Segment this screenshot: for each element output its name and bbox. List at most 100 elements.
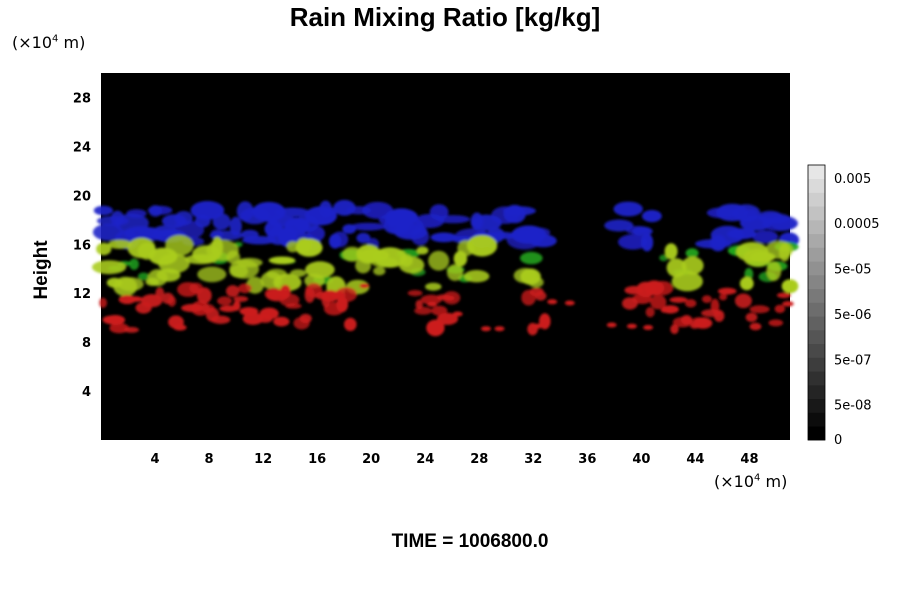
y-tick-label: 20 — [73, 189, 91, 204]
rain-blob-upper — [613, 201, 643, 217]
rain-blob-upper — [356, 232, 371, 244]
rain-blob-upper — [147, 205, 173, 215]
rain-blob-mid — [158, 253, 190, 274]
rain-blob-mid — [739, 276, 754, 291]
rain-blob-lower — [481, 326, 491, 332]
rain-blob-upper — [93, 205, 113, 216]
colorbar-segment — [808, 192, 825, 207]
y-unit-label: (×104 m) — [12, 33, 86, 52]
rain-blob-lower — [693, 317, 713, 329]
rain-blob-lower — [749, 305, 770, 314]
rain-blob-green — [520, 251, 543, 265]
rain-blob-upper — [307, 225, 325, 242]
rain-blob-mid — [305, 261, 335, 279]
rain-blob-lower — [431, 305, 448, 316]
colorbar-tick-label: 0.0005 — [834, 217, 880, 232]
rain-blob-lower — [650, 294, 667, 310]
rain-blob-lower — [420, 294, 442, 305]
rain-blob-lower — [745, 312, 758, 322]
rain-blob-green — [137, 272, 150, 281]
rain-blob-mid — [226, 250, 241, 264]
rain-blob-mid — [664, 243, 678, 260]
rain-blob-lower — [660, 307, 671, 313]
rain-blob-lower — [444, 295, 455, 301]
rain-blob-mid — [463, 270, 490, 283]
rain-blob-lower — [155, 287, 165, 299]
rain-blob-mid — [416, 246, 429, 255]
rain-blob-lower — [626, 323, 637, 329]
rain-blob-lower — [670, 324, 679, 335]
rain-blob-upper — [529, 234, 557, 248]
y-tick-label: 8 — [82, 336, 91, 351]
rain-blob-lower — [299, 313, 312, 324]
rain-blob-lower — [776, 292, 791, 299]
y-axis-ticks: 4 8 12 16 20 24 28 — [73, 91, 91, 400]
rain-blob-lower — [651, 281, 674, 296]
rain-blob-upper — [752, 230, 779, 244]
rain-blob-lower — [127, 296, 143, 302]
rain-blob-mid — [528, 276, 544, 288]
rain-blob-lower — [713, 309, 725, 322]
x-tick-label: 40 — [632, 452, 650, 467]
y-tick-label: 4 — [82, 385, 91, 400]
x-axis-ticks: 4 8 12 16 20 24 28 32 36 40 44 48 — [151, 452, 759, 467]
rain-blob-lower — [436, 312, 459, 325]
rain-blob-mid — [399, 256, 425, 274]
x-tick-label: 44 — [686, 452, 704, 467]
rain-blob-upper — [503, 206, 536, 216]
colorbar-segment — [808, 412, 825, 427]
rain-blob-lower — [645, 307, 655, 318]
colorbar-segment — [808, 206, 825, 221]
rain-blob-lower — [494, 326, 505, 332]
rain-blob-upper — [331, 231, 349, 248]
x-tick-label: 16 — [308, 452, 326, 467]
rain-blob-lower — [426, 319, 445, 337]
rain-blob-mid — [197, 266, 227, 283]
rain-blob-lower — [407, 290, 423, 297]
rain-blob-upper — [212, 213, 231, 231]
rain-blob-lower — [669, 296, 688, 303]
rain-blob-lower — [782, 301, 794, 307]
colorbar-segment — [808, 357, 825, 372]
rain-blob-lower — [532, 323, 543, 329]
colorbar-segment — [808, 165, 825, 180]
rain-blob-upper — [275, 207, 310, 217]
rain-blob-upper — [642, 210, 662, 223]
rain-blob-upper — [350, 222, 387, 231]
rain-blob-upper — [618, 234, 648, 250]
rain-blob-mid — [373, 247, 407, 268]
rain-blob-upper — [436, 215, 470, 224]
rain-blob-lower — [105, 315, 126, 325]
rain-blob-mid — [373, 266, 386, 276]
colorbar-tick-label: 0 — [834, 433, 842, 448]
rain-blob-lower — [242, 312, 264, 325]
rain-blob-mid — [425, 282, 442, 291]
rain-blob-upper — [604, 219, 634, 232]
colorbar-segment — [808, 371, 825, 386]
x-tick-label: 28 — [470, 452, 488, 467]
rain-blob-lower — [233, 296, 249, 302]
y-tick-label: 16 — [73, 238, 91, 253]
rain-blob-lower — [606, 322, 617, 328]
chart-title: Rain Mixing Ratio [kg/kg] — [289, 2, 601, 32]
rain-blob-green — [685, 248, 699, 258]
rain-blob-lower — [123, 326, 139, 333]
rain-blob-upper — [172, 220, 205, 240]
x-tick-label: 4 — [151, 452, 160, 467]
rain-blob-lower — [238, 283, 252, 294]
y-tick-label: 12 — [73, 287, 91, 302]
rain-blob-upper — [727, 228, 757, 240]
colorbar-segment — [808, 316, 825, 331]
x-tick-label: 20 — [362, 452, 380, 467]
rain-blob-upper — [126, 209, 147, 218]
x-tick-label: 32 — [524, 452, 542, 467]
rain-field — [92, 199, 800, 337]
time-label: TIME = 1006800.0 — [391, 531, 549, 552]
rain-blob-lower — [173, 324, 187, 331]
rain-blob-lower — [734, 293, 752, 309]
rain-blob-lower — [452, 311, 463, 317]
rain-blob-lower — [167, 296, 177, 307]
colorbar-segment — [808, 261, 825, 276]
rain-blob-lower — [273, 316, 290, 327]
